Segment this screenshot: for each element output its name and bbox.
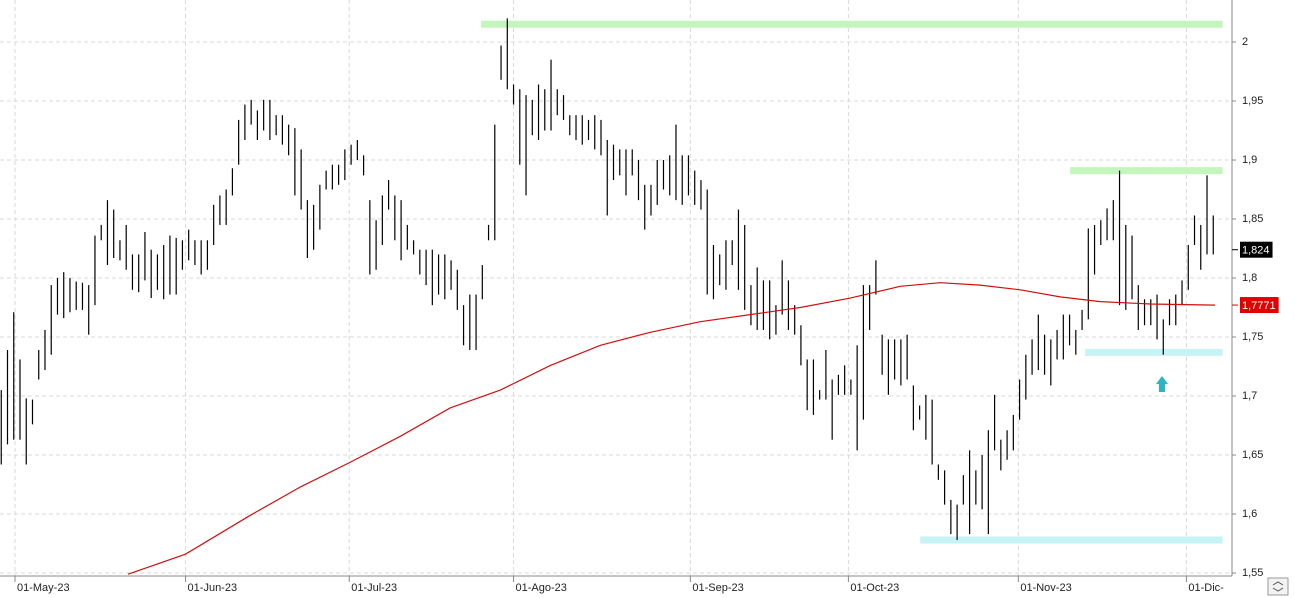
y-tick-label: 1,7 — [1242, 390, 1257, 402]
price-marker — [1240, 241, 1273, 258]
y-tick-label: 1,55 — [1242, 567, 1263, 579]
scale-button-icon — [1272, 587, 1284, 592]
x-tick-label: 01-Ago-23 — [516, 582, 567, 594]
x-tick-label: 01-Jun-23 — [188, 582, 238, 594]
axis-labels: 1,55 1,6 1,65 1,7 1,75 1,8 1,85 1,9 1,95 2 01-May-… — [14, 36, 1279, 594]
y-tick-label: 2 — [1242, 36, 1248, 48]
levels — [481, 20, 1223, 544]
moving-average — [127, 282, 1216, 575]
price-marker-label: 1,824 — [1242, 245, 1270, 257]
y-tick-label: 1,75 — [1242, 331, 1263, 343]
x-tick-label: 01-Oct-23 — [850, 582, 899, 594]
y-tick-label: 1,9 — [1242, 154, 1257, 166]
y-tick-label: 1,6 — [1242, 508, 1257, 520]
scale-button-box[interactable] — [1267, 577, 1289, 596]
x-tick-label: 01-Jul-23 — [351, 582, 397, 594]
x-tick-label: 01-May-23 — [17, 582, 70, 594]
bars — [0, 18, 1214, 541]
y-tick-label: 1,95 — [1242, 95, 1263, 107]
x-tick-label: 01-Nov-23 — [1020, 582, 1071, 594]
y-tick-label: 1,85 — [1242, 213, 1263, 225]
x-tick-label: 01-Dic- — [1188, 582, 1224, 594]
scale-button-icon — [1272, 581, 1284, 586]
y-tick-label: 1,8 — [1242, 272, 1257, 284]
price-marker-label: 1,7771 — [1242, 300, 1276, 312]
x-tick-label: 01-Sep-23 — [692, 582, 743, 594]
scale-button[interactable] — [1267, 577, 1289, 596]
y-tick-label: 1,65 — [1242, 449, 1263, 461]
price-marker — [1240, 297, 1279, 314]
arrow-annotation — [1156, 376, 1168, 392]
grid — [0, 0, 1232, 576]
lines — [127, 282, 1216, 575]
